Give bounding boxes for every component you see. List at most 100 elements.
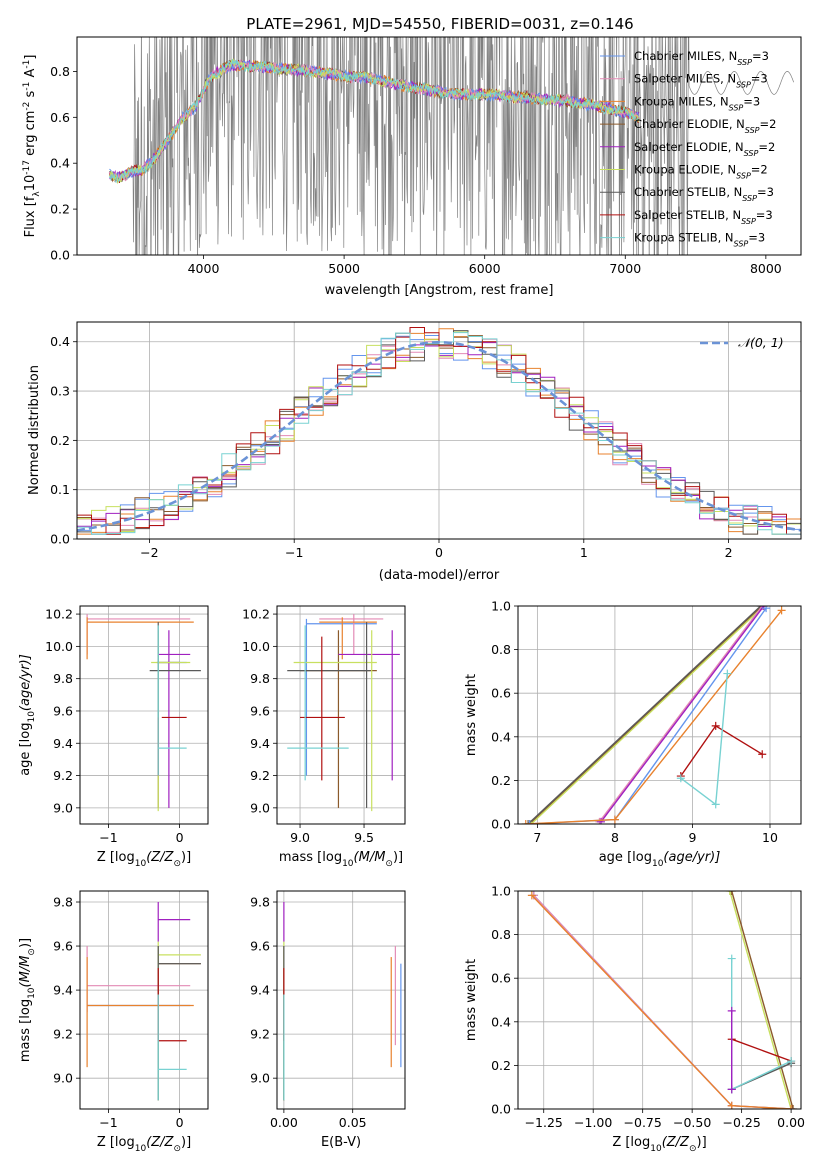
mass-weight-marker: [727, 1101, 736, 1109]
legend-label: Kroupa MILES, NSSP=3: [634, 94, 760, 112]
plot-area-spectrum: [108, 37, 795, 255]
y-tick-label: 10.2: [45, 607, 73, 622]
histogram-step: [77, 332, 801, 535]
spectrum-legend: Chabrier MILES, NSSP=3 Salpeter MILES, NS…: [600, 49, 776, 248]
axes-massweight_vs_age: 7 8 9 10 0.0 0.2 0.4 0.6 0.8 1.0: [491, 599, 802, 845]
y-tick-label: 9.8: [53, 895, 73, 910]
x-tick-label: 0: [435, 545, 443, 560]
y-tick-label: 1.0: [491, 599, 511, 614]
legend-label: Kroupa STELIB, NSSP=3: [634, 231, 765, 249]
y-tick-label: 0.6: [491, 686, 511, 701]
mass-weight-marker: [762, 606, 771, 613]
y-tick-label: 9.8: [53, 671, 73, 686]
y-tick-label: 9.8: [250, 895, 270, 910]
mass-weight-line: [729, 891, 792, 1109]
y-tick-label: 0.2: [491, 1058, 511, 1073]
mass-weight-marker: [521, 820, 530, 824]
x-tick-label: 8000: [750, 261, 782, 276]
y-axis-label: mass weight: [464, 959, 479, 1041]
y-tick-label: 0.4: [50, 334, 70, 349]
mass-weight-marker: [711, 721, 720, 730]
axes-residuals: −2 −1 0 1 2 0.0 0.1 0.2 0.3 0.4 𝒩(0, 1): [50, 321, 802, 560]
mass-weight-marker: [787, 1105, 796, 1109]
mass-weight-line: [531, 894, 792, 1109]
y-tick-label: 1.0: [491, 884, 511, 899]
mass-weight-line: [533, 894, 792, 1109]
mass-weight-line: [731, 1038, 792, 1062]
mass-weight-marker: [610, 815, 619, 824]
spectrum-model-line: [108, 59, 640, 184]
legend-label: 𝒩(0, 1): [738, 335, 784, 350]
mass-weight-marker: [727, 891, 736, 895]
y-axis-label: mass [log10(M/M⊙)]: [18, 938, 37, 1062]
y-axis-label: mass weight: [464, 674, 479, 756]
axes-frame: [276, 605, 406, 825]
y-tick-label: 0.0: [491, 1102, 511, 1117]
x-tick-label: 4000: [188, 261, 220, 276]
histogram-step: [77, 327, 801, 535]
legend-label: Chabrier STELIB, NSSP=3: [634, 185, 774, 203]
mass-weight-marker: [596, 817, 605, 824]
y-tick-label: 10.2: [242, 607, 270, 622]
y-tick-label: 9.2: [250, 768, 270, 783]
y-tick-label: 0.8: [491, 642, 511, 657]
y-axis-label: Normed distribution: [27, 365, 42, 495]
x-axis-label: Z [log10(Z/Z⊙)]: [97, 1135, 191, 1154]
mass-weight-marker: [727, 954, 736, 963]
mass-weight-marker: [524, 820, 533, 824]
legend-label: Chabrier ELODIE, NSSP=2: [634, 117, 776, 135]
y-tick-label: 0.3: [50, 384, 70, 399]
mass-weight-line: [600, 606, 765, 823]
y-tick-label: 0.2: [491, 773, 511, 788]
plot-area-mass_vs_EBV: [283, 902, 402, 1101]
y-tick-label: 0.4: [491, 1014, 511, 1029]
axes-frame: [76, 321, 802, 540]
axes-frame: [276, 890, 406, 1110]
legend-label: Kroupa ELODIE, NSSP=2: [634, 163, 768, 181]
mass-weight-marker: [676, 774, 685, 783]
x-tick-label: 1: [580, 545, 588, 560]
axes-frame: [79, 890, 209, 1110]
x-tick-label: 10: [762, 830, 778, 845]
mass-weight-line: [731, 891, 794, 1109]
y-tick-label: 0.8: [50, 64, 70, 79]
y-tick-label: 9.2: [53, 1027, 73, 1042]
mass-weight-line: [530, 606, 765, 824]
y-tick-label: 9.6: [250, 939, 270, 954]
y-tick-label: 10.0: [45, 639, 73, 654]
normal-curve: [77, 340, 801, 532]
x-tick-label: 7: [533, 830, 541, 845]
y-tick-label: 9.2: [53, 768, 73, 783]
axes-mass_vs_EBV: 0.00 0.05 9.0 9.2 9.4 9.6 9.8: [250, 890, 406, 1130]
plot-area-massweight_vs_Z: [527, 891, 798, 1109]
x-axis-label: Z [log10(Z/Z⊙)]: [97, 850, 191, 869]
plot-area-massweight_vs_age: [521, 606, 786, 824]
mass-weight-marker: [789, 1105, 798, 1109]
x-tick-label: 9: [688, 830, 696, 845]
y-tick-label: 0.0: [50, 248, 70, 263]
x-axis-label: wavelength [Angstrom, rest frame]: [325, 283, 554, 298]
mass-weight-marker: [727, 1006, 736, 1015]
y-tick-label: 0.2: [50, 202, 70, 217]
spectrum-data-line: [108, 37, 795, 255]
x-tick-label: 6000: [469, 261, 501, 276]
y-tick-label: 9.0: [53, 1071, 73, 1086]
y-tick-label: 9.4: [250, 983, 270, 998]
y-tick-label: 0.2: [50, 433, 70, 448]
mass-weight-marker: [527, 891, 536, 900]
x-axis-label: E(B-V): [321, 1135, 361, 1150]
axes-mass_vs_Z: −1 0 9.0 9.2 9.4 9.6 9.8: [53, 890, 209, 1130]
mass-weight-marker: [727, 1085, 736, 1094]
x-tick-label: 9.5: [354, 830, 374, 845]
y-tick-label: 9.4: [53, 736, 73, 751]
x-tick-label: 7000: [609, 261, 641, 276]
axes-frame: [76, 36, 802, 256]
x-tick-label: −1: [99, 830, 117, 845]
histogram-step: [77, 331, 801, 535]
x-tick-label: −0.75: [624, 1115, 662, 1130]
x-tick-label: −1: [285, 545, 303, 560]
y-tick-label: 9.4: [250, 736, 270, 751]
x-tick-label: −1.00: [574, 1115, 612, 1130]
x-axis-label: age [log10(age/yr)]: [599, 850, 721, 869]
plot-area-residuals: [77, 327, 801, 535]
